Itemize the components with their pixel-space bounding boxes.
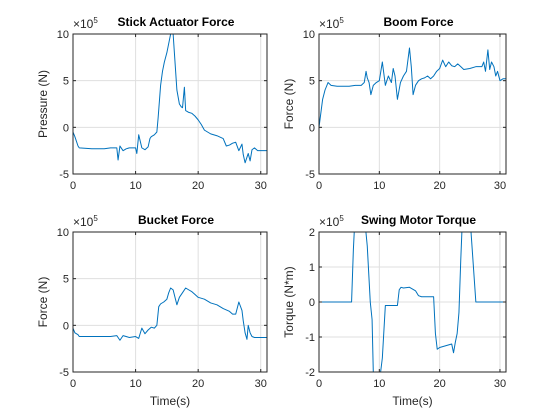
x-tick-label: 20 (192, 378, 204, 390)
y-tick-label: 0 (309, 122, 315, 134)
series-line-1 (319, 47, 506, 128)
x-tick-label: 30 (255, 180, 267, 192)
subplot-4: 0 10 20 30 -2 -1 0 1 2 ×105 Swing Motor Torque Torq… (282, 213, 507, 408)
x-tick-label: 0 (316, 378, 322, 390)
y-tick-label: 5 (63, 274, 69, 286)
plot-area (73, 232, 267, 372)
x-tick-label: 0 (316, 180, 322, 192)
series-line-1 (73, 34, 267, 164)
y-tick-label: 10 (303, 29, 315, 41)
x-tick-label: 30 (255, 378, 267, 390)
y-tick-label: -5 (59, 367, 69, 379)
exponent-label: ×105 (319, 16, 344, 31)
x-tick-label: 20 (434, 180, 446, 192)
y-tick-label: 1 (309, 262, 315, 274)
x-tick-label: 0 (70, 378, 76, 390)
exponent-label: ×105 (73, 16, 98, 31)
x-tick-label: 30 (494, 378, 506, 390)
y-axis-label: Torque (N*m) (282, 266, 296, 337)
y-axis-label: Force (N) (36, 277, 50, 328)
plot-area (73, 34, 267, 174)
x-tick-label: 0 (70, 180, 76, 192)
axes-box (318, 33, 507, 175)
exponent-label: ×105 (73, 214, 98, 229)
x-axis-label: Time(s) (150, 394, 190, 408)
y-tick-label: 0 (309, 297, 315, 309)
y-tick-label: 0 (63, 320, 69, 332)
plot-area (319, 34, 506, 174)
x-tick-label: 10 (129, 378, 141, 390)
y-axis-label: Force (N) (282, 79, 296, 130)
y-tick-label: -5 (59, 169, 69, 181)
series-line-1 (319, 232, 506, 372)
y-axis-label: Pressure (N) (36, 70, 50, 138)
y-tick-label: 10 (57, 29, 69, 41)
y-tick-label: 5 (63, 76, 69, 88)
y-tick-label: 2 (309, 227, 315, 239)
y-tick-label: 10 (57, 227, 69, 239)
chart-title: Swing Motor Torque (361, 213, 476, 227)
x-tick-label: 10 (129, 180, 141, 192)
x-tick-label: 10 (373, 378, 385, 390)
chart-title: Bucket Force (138, 213, 214, 227)
x-tick-label: 10 (373, 180, 385, 192)
y-tick-label: -1 (305, 332, 315, 344)
axes-box (72, 231, 268, 373)
x-tick-label: 30 (494, 180, 506, 192)
y-tick-label: 5 (309, 76, 315, 88)
series-line-1 (73, 287, 267, 341)
exponent-label: ×105 (319, 214, 344, 229)
x-tick-label: 20 (434, 378, 446, 390)
y-tick-label: -2 (305, 367, 315, 379)
y-tick-label: -5 (305, 169, 315, 181)
axes-box (72, 33, 268, 175)
x-tick-label: 20 (192, 180, 204, 192)
chart-title: Stick Actuator Force (118, 15, 235, 29)
y-tick-label: 0 (63, 122, 69, 134)
chart-title: Boom Force (383, 15, 453, 29)
x-axis-label: Time(s) (392, 394, 432, 408)
